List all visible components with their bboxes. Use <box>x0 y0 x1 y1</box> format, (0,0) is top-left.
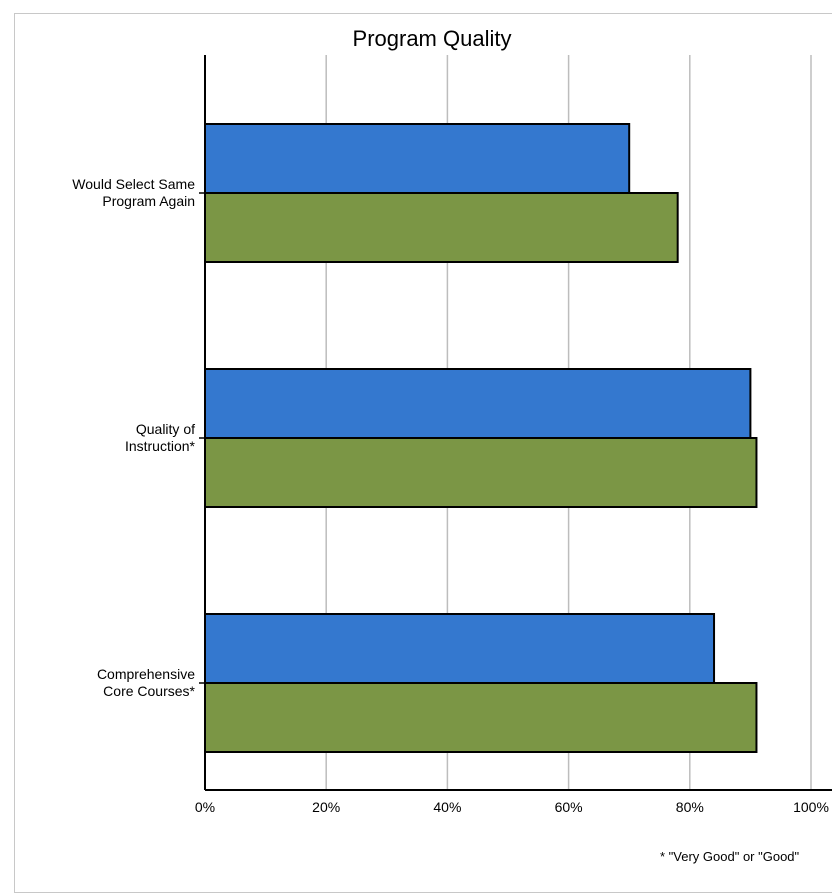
bar-series-1-cat-3 <box>204 613 716 684</box>
category-label-3: Comprehensive Core Courses* <box>97 666 196 699</box>
bar-series-2-cat-2 <box>204 437 758 508</box>
chart-title: Program Quality <box>353 26 512 51</box>
bar-series-2-cat-1 <box>204 192 679 263</box>
category-labels: Would Select Same Program Again Quality of… <box>72 176 195 699</box>
bar-series-1-cat-1 <box>204 123 631 194</box>
category-label-2: Quality of Instruction* <box>125 421 196 454</box>
x-tick-label: 40% <box>433 799 461 815</box>
bar-series-2-cat-3 <box>204 682 758 753</box>
x-tick-label: 100% <box>793 799 829 815</box>
x-tick-label: 60% <box>555 799 583 815</box>
x-tick-labels: 0% 20% 40% 60% 80% 100% <box>195 799 829 815</box>
category-label-1: Would Select Same Program Again <box>72 176 195 209</box>
footnote: * "Very Good" or "Good" <box>660 849 800 864</box>
bars <box>204 123 758 753</box>
x-tick-label: 0% <box>195 799 215 815</box>
x-tick-label: 20% <box>312 799 340 815</box>
program-quality-chart: Program Quality Would Select Same Program… <box>72 26 832 864</box>
x-tick-label: 80% <box>676 799 704 815</box>
axes <box>199 55 832 791</box>
bar-series-1-cat-2 <box>204 368 752 439</box>
